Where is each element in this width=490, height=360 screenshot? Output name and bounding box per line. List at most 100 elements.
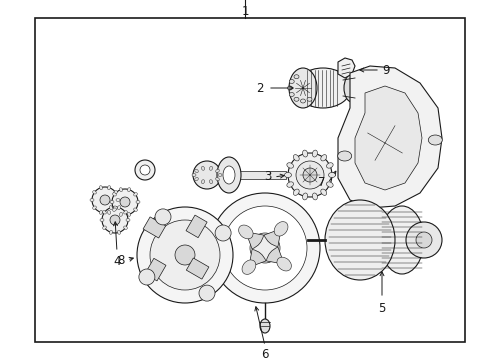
Text: 5: 5 [378, 302, 386, 315]
Ellipse shape [260, 319, 270, 333]
Bar [145, 258, 166, 281]
Circle shape [150, 220, 220, 290]
Bar [143, 217, 166, 238]
Ellipse shape [114, 206, 118, 209]
Circle shape [215, 225, 231, 241]
Ellipse shape [102, 211, 106, 214]
Ellipse shape [325, 200, 395, 280]
Circle shape [302, 234, 314, 246]
Circle shape [112, 189, 138, 215]
Ellipse shape [195, 177, 198, 181]
Ellipse shape [109, 206, 113, 210]
Circle shape [199, 285, 215, 301]
Ellipse shape [216, 169, 220, 172]
Ellipse shape [201, 180, 204, 184]
Ellipse shape [195, 169, 198, 172]
Circle shape [102, 207, 128, 233]
Bar [213, 171, 286, 179]
Circle shape [303, 168, 317, 182]
Ellipse shape [285, 172, 292, 177]
Text: 1: 1 [241, 5, 249, 18]
Ellipse shape [321, 189, 327, 195]
Ellipse shape [428, 135, 442, 145]
Ellipse shape [289, 68, 317, 108]
Ellipse shape [107, 186, 111, 190]
Ellipse shape [201, 166, 204, 170]
Ellipse shape [344, 74, 360, 102]
Ellipse shape [300, 99, 305, 103]
Ellipse shape [312, 193, 318, 200]
Bar [186, 215, 207, 238]
Ellipse shape [134, 193, 137, 196]
Ellipse shape [136, 201, 140, 203]
Ellipse shape [223, 166, 235, 184]
Ellipse shape [218, 174, 222, 176]
Ellipse shape [123, 226, 127, 229]
Text: 4: 4 [113, 255, 121, 268]
Ellipse shape [209, 166, 213, 170]
Ellipse shape [90, 198, 94, 202]
Wedge shape [246, 232, 264, 249]
Circle shape [140, 165, 150, 175]
Ellipse shape [120, 188, 122, 192]
Ellipse shape [274, 222, 288, 236]
Circle shape [139, 269, 155, 285]
Ellipse shape [192, 174, 196, 176]
Circle shape [288, 153, 332, 197]
Ellipse shape [126, 219, 130, 221]
Ellipse shape [113, 193, 116, 196]
Ellipse shape [312, 150, 318, 157]
Ellipse shape [288, 86, 293, 90]
Ellipse shape [302, 150, 308, 157]
Circle shape [250, 233, 280, 263]
Ellipse shape [380, 206, 424, 274]
Circle shape [100, 195, 110, 205]
Ellipse shape [307, 97, 312, 101]
Text: 7: 7 [318, 176, 325, 189]
Ellipse shape [193, 161, 221, 189]
Circle shape [137, 207, 233, 303]
Ellipse shape [102, 226, 106, 229]
Ellipse shape [100, 219, 104, 221]
Circle shape [135, 160, 155, 180]
Ellipse shape [326, 182, 333, 187]
Text: 8: 8 [118, 253, 125, 266]
Ellipse shape [107, 210, 111, 214]
Circle shape [110, 215, 120, 225]
Ellipse shape [114, 191, 118, 194]
Text: 6: 6 [261, 348, 269, 360]
Bar [186, 258, 209, 279]
Ellipse shape [93, 206, 97, 209]
Ellipse shape [99, 210, 102, 214]
Ellipse shape [295, 68, 351, 108]
Ellipse shape [294, 189, 299, 195]
Ellipse shape [118, 230, 121, 234]
Circle shape [120, 197, 130, 207]
Ellipse shape [120, 212, 122, 216]
Ellipse shape [242, 260, 256, 274]
Ellipse shape [110, 201, 114, 203]
Polygon shape [338, 66, 442, 208]
Text: 9: 9 [382, 63, 390, 77]
Ellipse shape [216, 177, 220, 181]
Ellipse shape [93, 191, 97, 194]
Ellipse shape [321, 155, 327, 161]
Circle shape [223, 206, 307, 290]
Ellipse shape [99, 186, 102, 190]
Ellipse shape [294, 155, 299, 161]
Ellipse shape [289, 93, 294, 96]
Circle shape [155, 209, 171, 225]
Circle shape [357, 115, 413, 171]
Ellipse shape [217, 157, 241, 193]
Circle shape [416, 232, 432, 248]
Ellipse shape [338, 151, 352, 161]
Ellipse shape [127, 188, 130, 192]
Circle shape [92, 187, 118, 213]
Wedge shape [249, 249, 266, 267]
Ellipse shape [287, 182, 294, 187]
Wedge shape [267, 247, 284, 264]
Ellipse shape [239, 225, 253, 239]
Polygon shape [355, 86, 422, 190]
Ellipse shape [294, 75, 299, 79]
Ellipse shape [326, 163, 333, 168]
